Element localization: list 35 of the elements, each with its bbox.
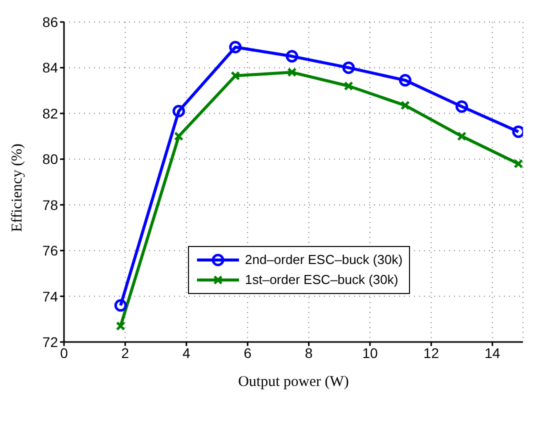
point [286,50,298,63]
point [230,70,240,80]
y-tick-label: 72 [42,334,58,350]
y-tick-label: 76 [42,242,58,259]
point [229,40,242,54]
point [344,81,354,91]
x-tick-label: 6 [244,344,252,361]
x-tick-label: 14 [484,344,500,361]
point [342,61,355,74]
legend-label: 1st–order ESC–buck (30k) [245,271,398,289]
legend-label: 2nd–order ESC–buck (30k) [245,251,403,269]
x-tick-label: 10 [362,344,378,361]
point [398,74,412,87]
y-tick-label: 74 [42,288,58,304]
y-tick-label: 82 [42,105,58,122]
y-tick-label: 78 [42,196,58,213]
point [457,132,467,142]
point [172,104,185,118]
point [514,158,523,168]
y-tick-label: 84 [42,60,58,76]
y-tick-label: 86 [42,14,58,30]
point [456,100,468,113]
y-axis-title: Efficiency (%) [9,144,26,232]
x-tick-label: 4 [182,344,190,361]
x-tick-label: 8 [304,344,313,361]
point [287,68,297,78]
point [400,100,410,110]
x-axis-title: Output power (W) [238,374,349,390]
y-tick-label: 80 [42,151,58,168]
point [116,321,126,331]
point [174,132,184,142]
point [114,299,127,312]
x-tick-label: 12 [423,344,440,361]
x-tick-label: 2 [121,344,130,361]
x-tick-label: 0 [60,344,68,361]
